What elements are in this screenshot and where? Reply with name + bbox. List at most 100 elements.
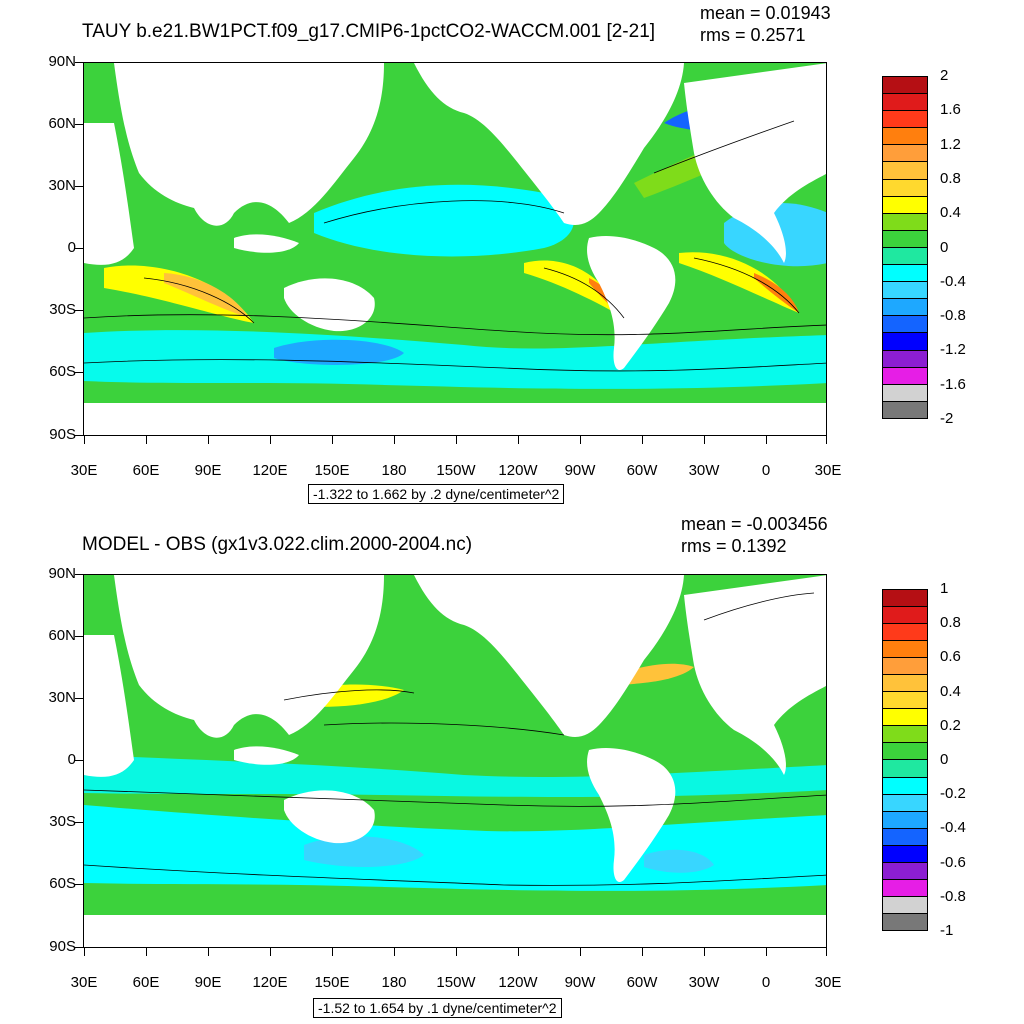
lon-label-60e: 60E xyxy=(132,974,160,991)
lon-label-0: 0 xyxy=(761,462,771,479)
lon-label-30e-end: 30E xyxy=(814,974,842,991)
colorbar-label: 0.2 xyxy=(940,716,961,734)
colorbar-swatch xyxy=(883,811,927,829)
lon-label-90e: 90E xyxy=(194,462,222,479)
lon-label-180: 180 xyxy=(381,974,407,991)
lon-label-150w: 150W xyxy=(436,974,476,991)
lon-label-0: 0 xyxy=(761,974,771,991)
lat-label-60s: 60S xyxy=(49,875,76,892)
colorbar-swatch xyxy=(883,145,927,163)
colorbar-label: 0.6 xyxy=(940,648,961,666)
colorbar-label: -2 xyxy=(940,410,954,427)
colorbar-swatch xyxy=(883,845,927,863)
pacific-cool-blob xyxy=(304,836,424,867)
pacific-coastal-high xyxy=(524,260,624,318)
colorbar-swatch xyxy=(883,607,927,625)
colorbar-label: 0.4 xyxy=(940,204,961,222)
north-america-land xyxy=(414,63,684,225)
colorbar-swatch xyxy=(883,641,927,659)
lat-label-90n: 90N xyxy=(48,53,76,70)
north-pacific-band xyxy=(314,184,574,257)
colorbar-label: 0 xyxy=(940,751,949,768)
contour-lines xyxy=(84,120,826,372)
lon-label-120e: 120E xyxy=(252,462,288,479)
lat-label-60n: 60N xyxy=(48,115,76,132)
colorbar-swatch xyxy=(883,624,927,642)
colorbar-swatch xyxy=(883,794,927,812)
lat-label-30s: 30S xyxy=(49,301,76,318)
maritime-continent-land xyxy=(234,234,299,253)
colorbar-label: 0.8 xyxy=(940,169,961,187)
antarctica-land xyxy=(84,915,826,947)
colorbar-label: -0.6 xyxy=(940,853,966,871)
lat-label-0: 0 xyxy=(67,751,76,768)
colorbar-swatch xyxy=(883,350,927,368)
colorbar-swatch xyxy=(883,265,927,283)
colorbar-swatch xyxy=(883,896,927,914)
lon-label-30e: 30E xyxy=(70,462,98,479)
colorbar-swatch xyxy=(883,675,927,693)
plot-title: MODEL - OBS (gx1v3.022.clim.2000-2004.nc… xyxy=(82,534,473,555)
lat-label-90s: 90S xyxy=(49,938,76,955)
europe-africa-east-land xyxy=(684,575,826,775)
colorbar-label: 2 xyxy=(940,67,949,84)
atlantic-coastal-high xyxy=(679,252,799,313)
colorbar-label: -1.2 xyxy=(940,341,966,359)
colorbar-swatch xyxy=(883,726,927,744)
contour-info-box: -1.322 to 1.662 by .2 dyne/centimeter^2 xyxy=(308,484,565,504)
map-canvas xyxy=(84,63,826,435)
colorbar-swatch xyxy=(883,94,927,112)
lon-label-120w: 120W xyxy=(498,974,538,991)
colorbar-swatch xyxy=(883,316,927,334)
colorbar-swatch xyxy=(883,913,927,930)
colorbar-swatch xyxy=(883,658,927,676)
colorbar-label: 0.4 xyxy=(940,682,961,700)
colorbar xyxy=(882,589,928,931)
gulf-stream-warm xyxy=(614,663,694,685)
colorbar-swatch xyxy=(883,299,927,317)
colorbar-swatch xyxy=(883,777,927,795)
colorbar-swatch xyxy=(883,743,927,761)
lat-label-30n: 30N xyxy=(48,689,76,706)
eurasia-land xyxy=(114,575,384,738)
colorbar-label: -0.4 xyxy=(940,819,966,837)
colorbar-swatch xyxy=(883,367,927,385)
colorbar-swatch xyxy=(883,709,927,727)
lat-label-30s: 30S xyxy=(49,813,76,830)
colorbar-swatch xyxy=(883,879,927,897)
greenland-land xyxy=(554,63,644,103)
antarctica-land xyxy=(84,403,826,435)
colorbar-label: -0.8 xyxy=(940,307,966,325)
africa-land xyxy=(84,123,134,265)
lat-label-90n: 90N xyxy=(48,565,76,582)
lat-label-0: 0 xyxy=(67,239,76,256)
mean-stat: mean = -0.003456 xyxy=(681,514,828,534)
maritime-continent-land xyxy=(234,746,299,765)
colorbar xyxy=(882,76,928,419)
colorbar-swatch xyxy=(883,213,927,231)
mean-stat: mean = 0.01943 xyxy=(700,3,831,23)
lon-label-150w: 150W xyxy=(436,462,476,479)
lat-label-60n: 60N xyxy=(48,627,76,644)
map-plot xyxy=(83,62,827,436)
atlantic-cool-blob xyxy=(644,849,714,873)
australia-land xyxy=(284,790,375,844)
colorbar-label: -1.6 xyxy=(940,375,966,393)
colorbar-swatch xyxy=(883,179,927,197)
lon-label-60w: 60W xyxy=(626,974,658,991)
colorbar-swatch xyxy=(883,401,927,418)
plot-title: TAUY b.e21.BW1PCT.f09_g17.CMIP6-1pctCO2-… xyxy=(82,21,656,42)
lon-label-120e: 120E xyxy=(252,974,288,991)
south-america-land xyxy=(587,748,676,883)
colorbar-swatch xyxy=(883,333,927,351)
indian-ocean-core xyxy=(164,273,249,318)
map-canvas xyxy=(84,575,826,947)
colorbar-label: 0.8 xyxy=(940,614,961,632)
colorbar-swatch xyxy=(883,590,927,608)
lon-label-180: 180 xyxy=(381,462,407,479)
lon-label-90w: 90W xyxy=(564,462,596,479)
lon-label-90w: 90W xyxy=(564,974,596,991)
greenland-land xyxy=(554,575,644,615)
colorbar-swatch xyxy=(883,828,927,846)
pacific-subtropical-low xyxy=(274,339,404,365)
